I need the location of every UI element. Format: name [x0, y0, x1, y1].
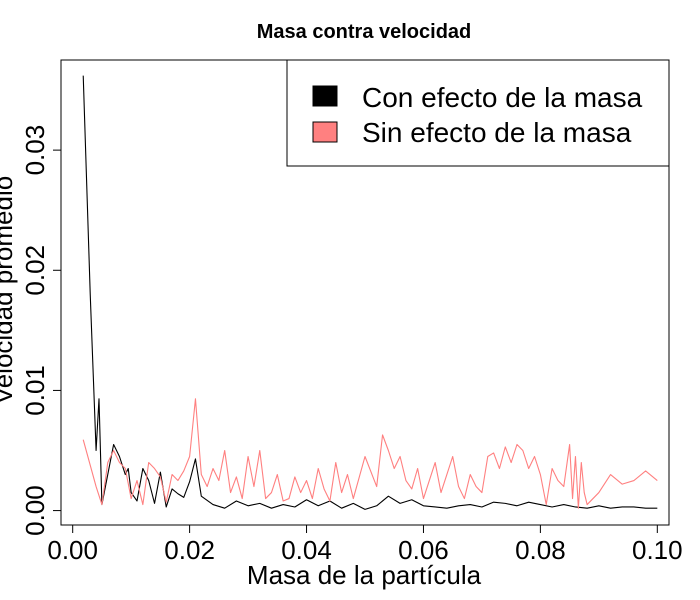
legend-swatch-series-1 [312, 85, 338, 107]
x-tick-label: 0.06 [398, 535, 449, 565]
legend-box [286, 59, 670, 167]
y-tick-label: 0.03 [20, 125, 50, 176]
legend-swatch-series-2 [312, 121, 338, 143]
y-axis-label: Velocidad promedio [0, 176, 18, 404]
x-tick-label: 0.04 [281, 535, 332, 565]
legend-label-series-1: Con efecto de la masa [362, 82, 643, 113]
x-axis-label: Masa de la partícula [247, 560, 482, 590]
legend-label-series-2: Sin efecto de la masa [362, 117, 632, 148]
y-tick-label: 0.01 [20, 365, 50, 416]
x-tick-label: 0.00 [47, 535, 98, 565]
series-group [82, 75, 658, 510]
y-tick-label: 0.00 [20, 485, 50, 536]
x-tick-label: 0.10 [632, 535, 683, 565]
x-tick-label: 0.02 [164, 535, 215, 565]
series-line-2 [82, 398, 658, 509]
y-tick-label: 0.02 [20, 245, 50, 296]
legend: Con efecto de la masa Sin efecto de la m… [286, 59, 670, 167]
y-axis: 0.00 0.01 0.02 0.03 [20, 125, 62, 536]
x-tick-label: 0.08 [515, 535, 566, 565]
chart-title: Masa contra velocidad [257, 21, 472, 43]
x-axis: 0.00 0.02 0.04 0.06 0.08 0.10 [47, 524, 683, 565]
